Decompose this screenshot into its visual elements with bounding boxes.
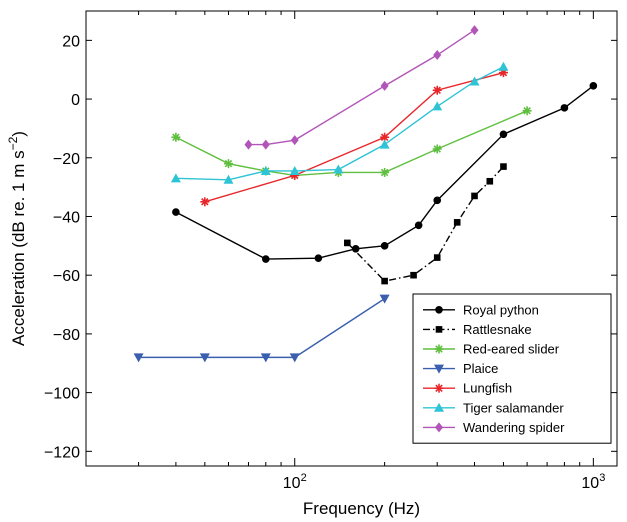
legend-label: Tiger salamander [463, 400, 564, 415]
x-tick-label: 102 [283, 472, 307, 492]
data-point-tiger-salamander [469, 76, 480, 86]
axes: −120 −100 −80 −60 −40 −20 0 20 102 103 Frequency (… [6, 10, 618, 518]
legend-label: Wandering spider [463, 420, 565, 435]
data-point-lungfish [200, 197, 210, 207]
legend-marker [434, 383, 444, 393]
data-point-tiger-salamander [223, 174, 234, 184]
data-point-plaice [260, 353, 271, 363]
data-point-wandering-spider [244, 139, 253, 150]
legend-item-tiger-salamander: Tiger salamander [423, 400, 564, 415]
legend-label: Rattlesnake [463, 322, 532, 337]
series-royal-python [172, 82, 598, 263]
legend-marker [435, 306, 443, 314]
data-point-royal-python [380, 242, 389, 250]
data-point-wandering-spider [261, 139, 270, 150]
data-point-royal-python [351, 244, 360, 253]
data-point-tiger-salamander [170, 173, 181, 183]
legend-marker [435, 326, 443, 333]
x-tick-label: 103 [581, 472, 605, 492]
series-wandering-spider [244, 25, 479, 150]
data-point-rattlesnake [433, 254, 441, 261]
data-point-wandering-spider [380, 80, 389, 91]
data-point-lungfish [380, 132, 390, 142]
legend-item-wandering-spider: Wandering spider [423, 420, 565, 435]
y-axis-label: Acceleration (dB re. 1 m s−2) [6, 131, 28, 346]
series-line-royal-python [175, 85, 594, 260]
legend-marker [434, 344, 444, 354]
data-point-royal-python [261, 255, 270, 263]
data-point-tiger-salamander [498, 61, 509, 71]
data-point-rattlesnake [344, 239, 351, 247]
data-point-royal-python [560, 104, 569, 112]
data-point-tiger-salamander [333, 164, 344, 174]
series-line-rattlesnake [346, 166, 504, 282]
data-point-royal-python [589, 82, 598, 90]
y-tick-label: −40 [53, 209, 80, 226]
legend-label: Red-eared slider [463, 342, 560, 357]
data-point-plaice [199, 353, 210, 363]
data-point-tiger-salamander [379, 139, 390, 149]
data-point-plaice [289, 353, 300, 363]
data-point-rattlesnake [410, 271, 417, 279]
x-axis-label: Frequency (Hz) [303, 499, 420, 518]
data-point-red-eared-slider [522, 106, 532, 116]
data-point-red-eared-slider [171, 132, 181, 142]
plot-frame [85, 10, 618, 467]
data-point-wandering-spider [433, 50, 442, 61]
legend-item-royal-python: Royal python [423, 302, 539, 317]
y-tick-label: −20 [53, 151, 80, 168]
data-point-tiger-salamander [289, 165, 300, 175]
data-point-royal-python [433, 196, 442, 205]
legend-item-plaice: Plaice [423, 361, 498, 376]
data-point-royal-python [314, 254, 323, 262]
legend-marker [435, 422, 443, 433]
data-point-rattlesnake [381, 277, 388, 285]
series-red-eared-slider [171, 106, 532, 180]
series-rattlesnake [344, 163, 507, 285]
data-point-rattlesnake [486, 177, 494, 185]
y-tick-label: −100 [44, 386, 80, 403]
legend-label: Lungfish [463, 381, 512, 396]
data-point-lungfish [432, 85, 442, 95]
legend: Royal python Rattlesnake Red-eared slider P… [412, 293, 612, 444]
series-line-tiger-salamander [175, 66, 504, 181]
data-point-plaice [133, 353, 144, 363]
y-tick-label: 20 [62, 33, 80, 50]
data-point-royal-python [172, 208, 180, 216]
y-tick-label: −60 [53, 268, 80, 285]
legend-marker [434, 364, 444, 374]
data-point-rattlesnake [500, 163, 507, 170]
data-point-plaice [379, 294, 390, 304]
legend-marker [434, 402, 444, 412]
series-plaice [133, 294, 390, 363]
legend-label: Plaice [463, 361, 498, 376]
data-point-royal-python [499, 130, 508, 139]
data-point-royal-python [414, 221, 423, 230]
y-tick-label: −120 [44, 444, 80, 461]
data-point-wandering-spider [470, 25, 479, 36]
y-tick-label: −80 [53, 327, 80, 344]
legend-item-lungfish: Lungfish [423, 381, 512, 396]
series-line-plaice [138, 298, 386, 359]
legend-label: Royal python [463, 302, 539, 317]
series-tiger-salamander [170, 61, 509, 184]
data-point-red-eared-slider [432, 144, 442, 154]
data-point-red-eared-slider [223, 159, 233, 169]
data-point-tiger-salamander [260, 165, 271, 175]
series-line-red-eared-slider [175, 110, 528, 177]
series-group [133, 25, 598, 363]
data-point-rattlesnake [453, 219, 461, 226]
legend-item-red-eared-slider: Red-eared slider [423, 342, 560, 357]
data-point-rattlesnake [471, 192, 478, 200]
data-point-tiger-salamander [432, 101, 443, 111]
data-point-red-eared-slider [380, 167, 390, 177]
y-tick-label: 0 [71, 92, 80, 109]
data-point-wandering-spider [290, 135, 299, 146]
series-lungfish [200, 68, 508, 207]
legend-item-rattlesnake: Rattlesnake [423, 322, 532, 337]
